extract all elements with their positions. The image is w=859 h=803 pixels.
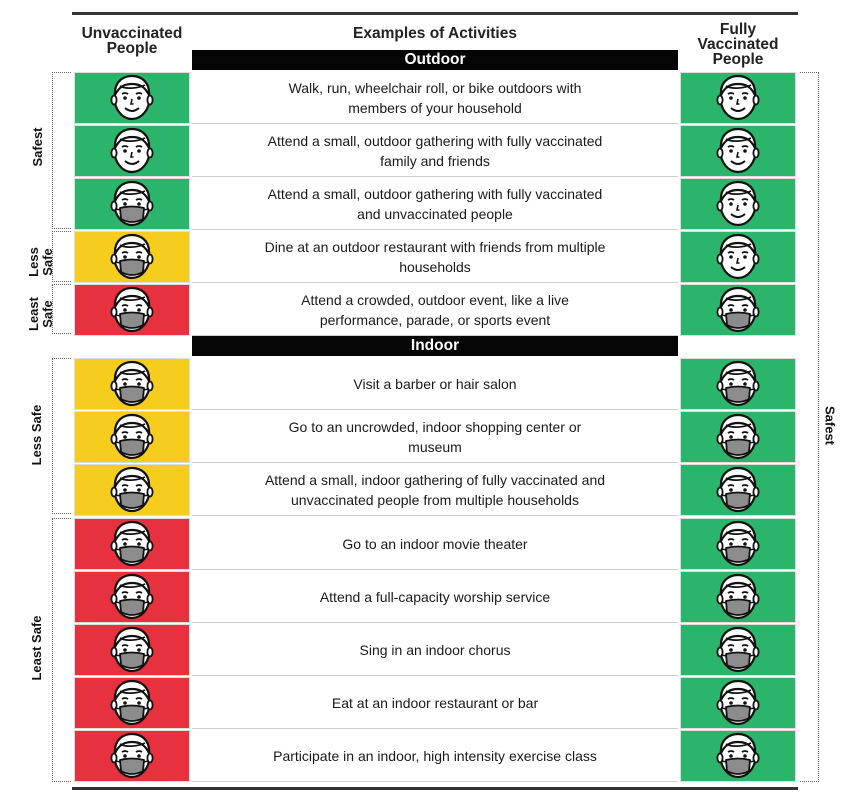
vaccinated-risk-cell	[680, 518, 796, 570]
unvaccinated-risk-cell	[74, 730, 190, 782]
activity-text: Attend a small, indoor gathering of full…	[192, 464, 678, 516]
header-vaccinated: Fully Vaccinated People	[697, 21, 779, 68]
activity-text: Attend a crowded, outdoor event, like a …	[192, 284, 678, 336]
vaccinated-risk-cell	[680, 125, 796, 177]
masked-face-icon	[713, 731, 763, 781]
masked-face-icon	[107, 465, 157, 515]
unvaccinated-risk-cell	[74, 518, 190, 570]
vaccinated-risk-cell	[680, 358, 796, 410]
masked-face-icon	[107, 285, 157, 335]
unvaccinated-risk-cell	[74, 72, 190, 124]
activity-text: Sing in an indoor chorus	[192, 624, 678, 676]
bracket-safest	[52, 72, 71, 229]
risk-label-left-3: Least Safe	[26, 284, 55, 344]
unvaccinated-risk-cell	[74, 178, 190, 230]
section-indoor: Indoor	[192, 336, 678, 356]
vaccinated-risk-cell	[680, 411, 796, 463]
activity-text: Attend a small, outdoor gathering with f…	[192, 125, 678, 177]
masked-face-icon	[713, 678, 763, 728]
masked-face-icon	[107, 625, 157, 675]
masked-face-icon	[713, 285, 763, 335]
masked-face-icon	[107, 232, 157, 282]
masked-face-icon	[713, 412, 763, 462]
bracket-less-safe-outdoor	[52, 231, 71, 282]
bracket-less-safe-indoor	[52, 358, 71, 514]
activity-text: Walk, run, wheelchair roll, or bike outd…	[192, 72, 678, 124]
masked-face-icon	[107, 179, 157, 229]
face-icon	[107, 126, 157, 176]
masked-face-icon	[107, 572, 157, 622]
unvaccinated-risk-cell	[74, 284, 190, 336]
risk-label-right: Safest	[822, 405, 838, 446]
risk-label-left-5: Least Safe	[29, 615, 44, 681]
unvaccinated-risk-cell	[74, 125, 190, 177]
face-icon	[713, 73, 763, 123]
bottom-rule	[72, 787, 798, 790]
activity-text: Eat at an indoor restaurant or bar	[192, 677, 678, 729]
activity-text: Visit a barber or hair salon	[192, 358, 678, 410]
vaccinated-risk-cell	[680, 464, 796, 516]
face-icon	[713, 126, 763, 176]
unvaccinated-risk-cell	[74, 571, 190, 623]
risk-label-left-2: Less Safe	[26, 232, 55, 292]
unvaccinated-risk-cell	[74, 411, 190, 463]
activity-text: Dine at an outdoor restaurant with frien…	[192, 231, 678, 283]
bracket-least-safe-outdoor	[52, 284, 71, 334]
unvaccinated-risk-cell	[74, 624, 190, 676]
vaccinated-risk-cell	[680, 231, 796, 283]
vaccinated-risk-cell	[680, 571, 796, 623]
header-activities: Examples of Activities	[353, 25, 517, 42]
section-outdoor: Outdoor	[192, 50, 678, 70]
risk-label-text: Less Safe	[26, 247, 55, 277]
activity-text: Attend a small, outdoor gathering with f…	[192, 178, 678, 230]
unvaccinated-risk-cell	[74, 231, 190, 283]
risk-label-left-1: Safest	[30, 127, 45, 167]
activity-text: Go to an uncrowded, indoor shopping cent…	[192, 411, 678, 463]
vaccinated-risk-cell	[680, 730, 796, 782]
masked-face-icon	[713, 519, 763, 569]
vaccinated-risk-cell	[680, 624, 796, 676]
masked-face-icon	[107, 359, 157, 409]
activity-text: Attend a full-capacity worship service	[192, 571, 678, 623]
face-icon	[713, 232, 763, 282]
vaccinated-risk-cell	[680, 178, 796, 230]
masked-face-icon	[713, 572, 763, 622]
unvaccinated-risk-cell	[74, 464, 190, 516]
face-icon	[713, 179, 763, 229]
masked-face-icon	[713, 625, 763, 675]
masked-face-icon	[107, 678, 157, 728]
header-unvaccinated: Unvaccinated People	[81, 25, 183, 57]
risk-label-text: Least Safe	[26, 297, 55, 331]
masked-face-icon	[713, 465, 763, 515]
masked-face-icon	[107, 731, 157, 781]
masked-face-icon	[713, 359, 763, 409]
unvaccinated-risk-cell	[74, 677, 190, 729]
activity-text: Participate in an indoor, high intensity…	[192, 730, 678, 782]
activity-text: Go to an indoor movie theater	[192, 518, 678, 570]
masked-face-icon	[107, 412, 157, 462]
top-rule	[72, 12, 798, 15]
vaccinated-risk-cell	[680, 677, 796, 729]
unvaccinated-risk-cell	[74, 358, 190, 410]
vaccinated-risk-cell	[680, 284, 796, 336]
bracket-right-safest	[800, 72, 819, 782]
masked-face-icon	[107, 519, 157, 569]
face-icon	[107, 73, 157, 123]
risk-label-left-4: Less Safe	[29, 404, 44, 466]
vaccinated-risk-cell	[680, 72, 796, 124]
bracket-least-safe-indoor	[52, 518, 71, 782]
